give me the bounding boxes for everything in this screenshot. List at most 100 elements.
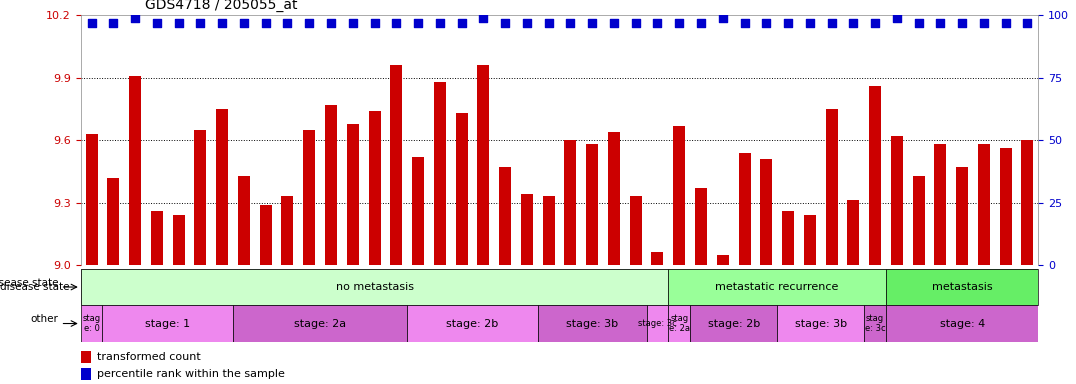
- Bar: [864, 305, 886, 342]
- Bar: [586, 144, 598, 265]
- Bar: [407, 305, 538, 342]
- Bar: [81, 269, 668, 305]
- Bar: [129, 76, 141, 265]
- Text: metastatic recurrence: metastatic recurrence: [716, 282, 839, 292]
- Bar: [499, 167, 511, 265]
- Bar: [102, 305, 233, 342]
- Point: [779, 20, 796, 26]
- Bar: [81, 305, 102, 342]
- Bar: [238, 175, 250, 265]
- Bar: [912, 175, 924, 265]
- Text: GDS4718 / 205055_at: GDS4718 / 205055_at: [145, 0, 298, 12]
- Point: [519, 20, 536, 26]
- Bar: [412, 157, 424, 265]
- Bar: [325, 105, 337, 265]
- Text: stage: 4: stage: 4: [939, 318, 985, 329]
- Bar: [216, 109, 228, 265]
- Bar: [825, 109, 837, 265]
- Point: [823, 20, 840, 26]
- Bar: [81, 368, 91, 380]
- Bar: [521, 194, 533, 265]
- Text: stage: 3c: stage: 3c: [638, 319, 677, 328]
- Point: [758, 20, 775, 26]
- Bar: [434, 82, 445, 265]
- Point: [127, 15, 144, 21]
- Text: stag
e: 2a: stag e: 2a: [668, 314, 690, 333]
- Text: stage: 2a: stage: 2a: [294, 318, 346, 329]
- Point: [279, 20, 296, 26]
- Point: [496, 20, 513, 26]
- Bar: [761, 159, 773, 265]
- Point: [410, 20, 427, 26]
- Text: no metastasis: no metastasis: [336, 282, 413, 292]
- Text: stag
e: 3c: stag e: 3c: [865, 314, 886, 333]
- Text: stage: 2b: stage: 2b: [447, 318, 498, 329]
- Point: [257, 20, 274, 26]
- Point: [649, 20, 666, 26]
- Point: [104, 20, 122, 26]
- Point: [148, 20, 166, 26]
- Point: [910, 20, 928, 26]
- Bar: [869, 86, 881, 265]
- Point: [83, 20, 100, 26]
- Bar: [282, 196, 294, 265]
- Bar: [674, 126, 685, 265]
- Bar: [848, 200, 860, 265]
- Point: [866, 20, 883, 26]
- Text: transformed count: transformed count: [98, 352, 201, 362]
- Point: [300, 20, 317, 26]
- Text: stage: 3b: stage: 3b: [566, 318, 619, 329]
- Bar: [108, 178, 119, 265]
- Text: disease state: disease state: [0, 278, 58, 288]
- Point: [932, 20, 949, 26]
- Point: [802, 20, 819, 26]
- Bar: [978, 144, 990, 265]
- Bar: [195, 130, 207, 265]
- Point: [453, 20, 470, 26]
- Bar: [647, 305, 668, 342]
- Bar: [891, 136, 903, 265]
- Bar: [695, 188, 707, 265]
- Point: [953, 20, 971, 26]
- Point: [736, 20, 753, 26]
- Point: [889, 15, 906, 21]
- Bar: [391, 65, 402, 265]
- Bar: [151, 211, 162, 265]
- Bar: [369, 111, 381, 265]
- Bar: [804, 215, 816, 265]
- Bar: [717, 255, 728, 265]
- Point: [670, 20, 688, 26]
- Bar: [886, 269, 1038, 305]
- Point: [540, 20, 557, 26]
- Bar: [259, 205, 271, 265]
- Point: [387, 20, 405, 26]
- Point: [213, 20, 230, 26]
- Point: [366, 20, 383, 26]
- Bar: [782, 211, 794, 265]
- Point: [323, 20, 340, 26]
- Point: [1019, 20, 1036, 26]
- Point: [236, 20, 253, 26]
- Point: [606, 20, 623, 26]
- Bar: [303, 130, 315, 265]
- Bar: [934, 144, 947, 265]
- Bar: [81, 351, 91, 363]
- Bar: [538, 305, 647, 342]
- Point: [997, 20, 1015, 26]
- Bar: [172, 215, 185, 265]
- Bar: [668, 269, 886, 305]
- Text: stage: 3b: stage: 3b: [795, 318, 847, 329]
- Bar: [455, 113, 468, 265]
- Bar: [478, 65, 490, 265]
- Point: [431, 20, 449, 26]
- Text: percentile rank within the sample: percentile rank within the sample: [98, 369, 285, 379]
- Bar: [651, 253, 664, 265]
- Bar: [565, 140, 577, 265]
- Point: [562, 20, 579, 26]
- Point: [714, 15, 732, 21]
- Point: [170, 20, 187, 26]
- Text: other: other: [30, 314, 58, 324]
- Point: [475, 15, 492, 21]
- Text: disease state: disease state: [0, 282, 70, 292]
- Point: [845, 20, 862, 26]
